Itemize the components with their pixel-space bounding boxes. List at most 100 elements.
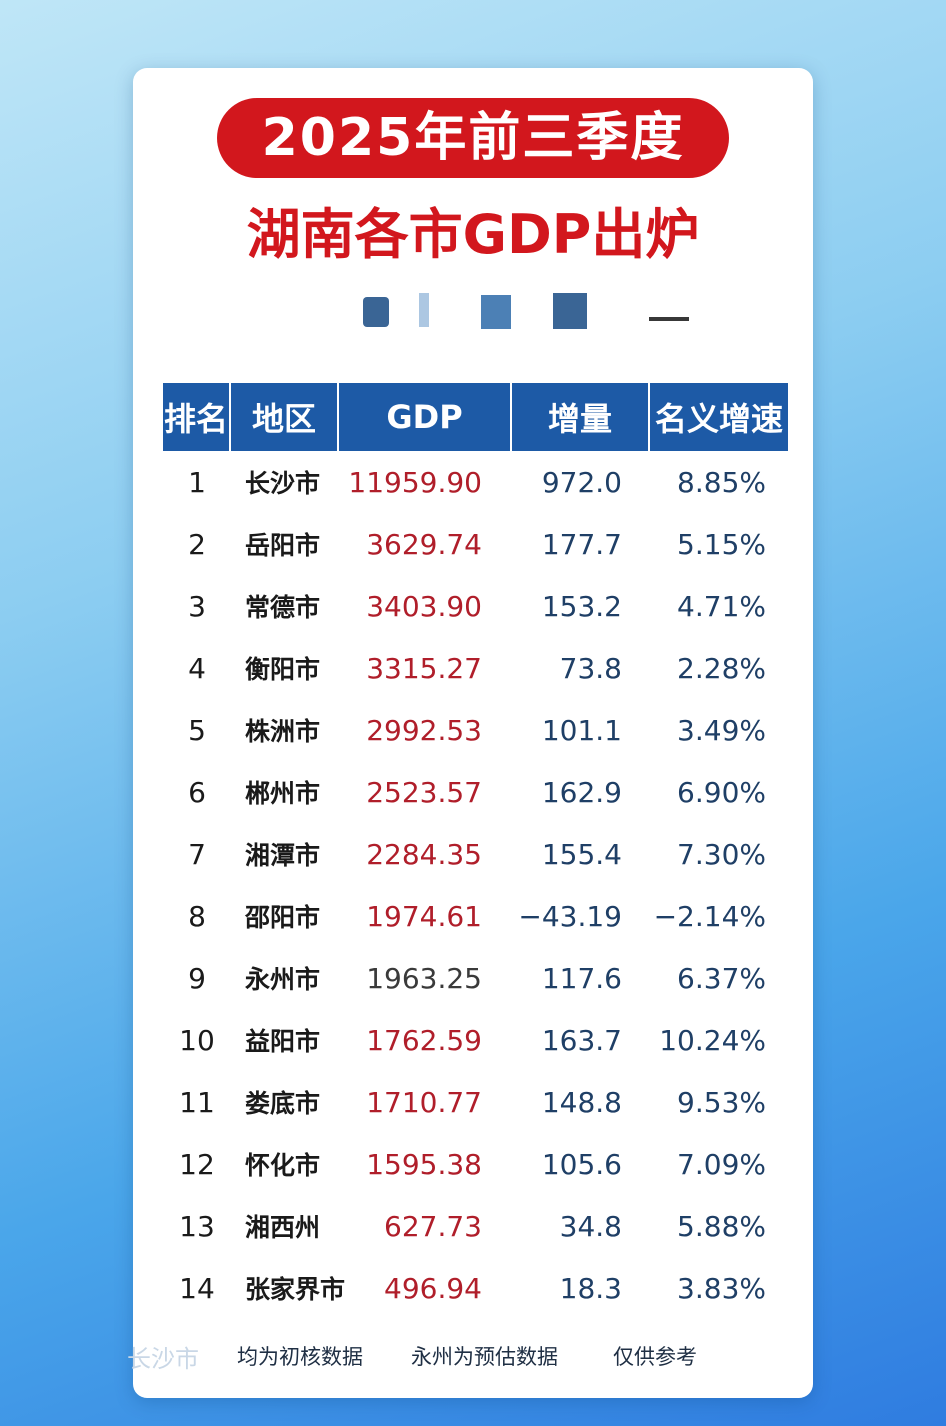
gdp-cell: 1710.77 <box>366 1085 482 1119</box>
growth-cell: 7.30% <box>677 837 766 871</box>
rank-cell: 12 <box>179 1147 215 1181</box>
region-cell: 长沙市 <box>245 469 321 498</box>
region-cell: 岳阳市 <box>245 531 321 560</box>
table-header: 排名 地区 GDP 增量 名义增速 <box>163 383 788 451</box>
column-header-rank: 排名 <box>163 383 231 451</box>
increase-cell: 162.9 <box>541 775 622 809</box>
watermark-mark <box>481 295 511 329</box>
region-cell: 湘西州 <box>245 1213 321 1242</box>
rank-cell: 6 <box>188 775 206 809</box>
rank-cell: 1 <box>188 465 206 499</box>
title-banner: 2025年前三季度 <box>217 98 729 178</box>
region-cell: 湘潭市 <box>245 841 321 870</box>
increase-cell: 34.8 <box>559 1209 622 1243</box>
growth-cell: 3.83% <box>677 1271 766 1305</box>
rank-cell: 5 <box>188 713 206 747</box>
subtitle: 湖南各市GDP出炉 <box>246 203 700 266</box>
table-row: 14 张家界市 496.94 18.3 3.83% <box>163 1257 788 1319</box>
region-cell: 怀化市 <box>245 1151 321 1180</box>
growth-cell: 6.90% <box>677 775 766 809</box>
increase-cell: 73.8 <box>559 651 622 685</box>
watermark-mark <box>363 297 389 327</box>
increase-cell: 155.4 <box>541 837 622 871</box>
growth-cell: 6.37% <box>677 961 766 995</box>
table-row: 9 永州市 1963.25 117.6 6.37% <box>163 947 788 1009</box>
growth-cell: 5.88% <box>677 1209 766 1243</box>
rank-cell: 4 <box>188 651 206 685</box>
growth-cell: 2.28% <box>677 651 766 685</box>
watermark-mark <box>553 293 587 329</box>
region-cell: 永州市 <box>245 965 321 994</box>
gdp-cell: 496.94 <box>384 1271 482 1305</box>
table-row: 13 湘西州 627.73 34.8 5.88% <box>163 1195 788 1257</box>
increase-cell: 105.6 <box>541 1147 622 1181</box>
rank-cell: 3 <box>188 589 206 623</box>
region-cell: 娄底市 <box>245 1089 321 1118</box>
region-cell: 张家界市 <box>245 1275 346 1304</box>
table-row: 1 长沙市 11959.90 972.0 8.85% <box>163 451 788 513</box>
gdp-cell: 2992.53 <box>366 713 482 747</box>
watermark-logo <box>353 283 693 343</box>
rank-cell: 14 <box>179 1271 215 1305</box>
footer-note-estimate: 永州为预估数据 <box>411 1345 558 1369</box>
growth-cell: 9.53% <box>677 1085 766 1119</box>
rank-cell: 13 <box>179 1209 215 1243</box>
growth-cell: 8.85% <box>677 465 766 499</box>
region-cell: 常德市 <box>245 593 321 622</box>
gdp-cell: 3403.90 <box>366 589 482 623</box>
table-row: 12 怀化市 1595.38 105.6 7.09% <box>163 1133 788 1195</box>
gdp-cell: 2523.57 <box>366 775 482 809</box>
column-header-region: 地区 <box>231 383 339 451</box>
region-cell: 益阳市 <box>245 1027 321 1056</box>
growth-cell: −2.14% <box>653 899 766 933</box>
growth-cell: 5.15% <box>677 527 766 561</box>
rank-cell: 9 <box>188 961 206 995</box>
gdp-cell: 11959.90 <box>348 465 482 499</box>
growth-cell: 3.49% <box>677 713 766 747</box>
table-row: 8 邵阳市 1974.61 −43.19 −2.14% <box>163 885 788 947</box>
footer-note-preliminary: 均为初核数据 <box>237 1345 363 1369</box>
gdp-cell: 3315.27 <box>366 651 482 685</box>
gdp-cell: 2284.35 <box>366 837 482 871</box>
watermark-mark <box>419 293 429 327</box>
table-row: 6 郴州市 2523.57 162.9 6.90% <box>163 761 788 823</box>
table-row: 4 衡阳市 3315.27 73.8 2.28% <box>163 637 788 699</box>
region-cell: 邵阳市 <box>245 903 321 932</box>
region-cell: 株洲市 <box>245 717 321 746</box>
table-row: 11 娄底市 1710.77 148.8 9.53% <box>163 1071 788 1133</box>
growth-cell: 10.24% <box>659 1023 766 1057</box>
footer-note: 长沙市 均为初核数据 永州为预估数据 仅供参考 <box>127 1336 813 1376</box>
rank-cell: 11 <box>179 1085 215 1119</box>
gdp-cell: 3629.74 <box>366 527 482 561</box>
table-row: 7 湘潭市 2284.35 155.4 7.30% <box>163 823 788 885</box>
gdp-cell: 1963.25 <box>366 961 482 995</box>
increase-cell: 101.1 <box>541 713 622 747</box>
region-cell: 郴州市 <box>245 779 321 808</box>
gdp-table: 排名 地区 GDP 增量 名义增速 1 长沙市 11959.90 972.0 8.85%… <box>163 383 788 1319</box>
table-row: 10 益阳市 1762.59 163.7 10.24% <box>163 1009 788 1071</box>
increase-cell: 972.0 <box>541 465 622 499</box>
gdp-cell: 627.73 <box>384 1209 482 1243</box>
growth-cell: 7.09% <box>677 1147 766 1181</box>
rank-cell: 10 <box>179 1023 215 1057</box>
increase-cell: 148.8 <box>541 1085 622 1119</box>
table-body: 1 长沙市 11959.90 972.0 8.85% 2 岳阳市 3629.74 177.7 5.… <box>163 451 788 1319</box>
gdp-cell: 1974.61 <box>366 899 482 933</box>
growth-cell: 4.71% <box>677 589 766 623</box>
rank-cell: 8 <box>188 899 206 933</box>
rank-cell: 2 <box>188 527 206 561</box>
increase-cell: 177.7 <box>541 527 622 561</box>
column-header-growth: 名义增速 <box>654 400 783 438</box>
gdp-cell: 1595.38 <box>366 1147 482 1181</box>
footer-ghost-text: 长沙市 <box>127 1344 199 1373</box>
table-row: 5 株洲市 2992.53 101.1 3.49% <box>163 699 788 761</box>
region-cell: 衡阳市 <box>245 655 321 684</box>
column-header-increase: 增量 <box>512 383 650 451</box>
column-header-gdp: GDP <box>339 383 512 451</box>
table-row: 3 常德市 3403.90 153.2 4.71% <box>163 575 788 637</box>
rank-cell: 7 <box>188 837 206 871</box>
increase-cell: −43.19 <box>518 899 622 933</box>
watermark-mark <box>649 317 689 321</box>
table-row: 2 岳阳市 3629.74 177.7 5.15% <box>163 513 788 575</box>
gdp-card: 2025年前三季度 湖南各市GDP出炉 排名 地区 GDP 增量 名义增速 1 长… <box>127 68 813 1398</box>
